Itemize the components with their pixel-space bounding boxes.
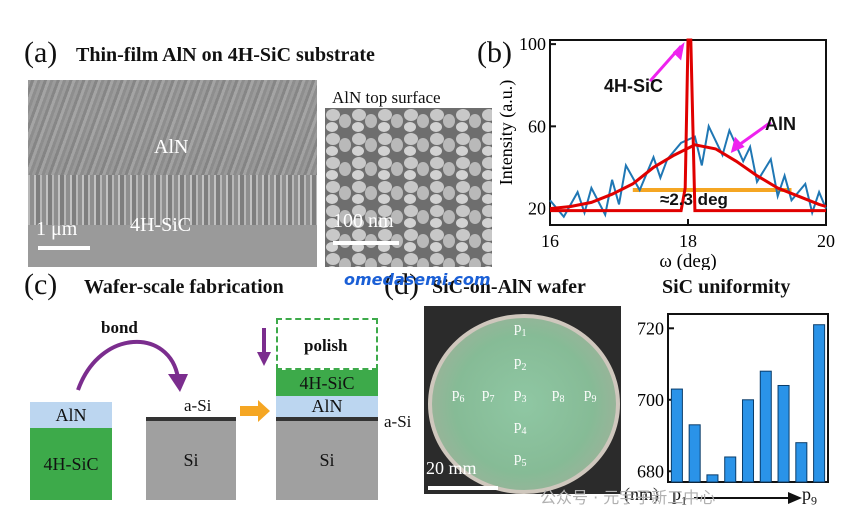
panel-c-title: Wafer-scale fabrication <box>84 276 284 298</box>
point-p9: p9 <box>584 386 597 405</box>
uniformity-bar-p3 <box>706 474 719 483</box>
surface-grains <box>325 108 492 267</box>
uniformity-bar-p1 <box>670 388 683 483</box>
uniformity-bar-p6 <box>759 370 772 483</box>
x-tick-label: 18 <box>679 231 697 251</box>
xrd-rocking-curve-chart: 16 18 20 20 60 100 ω (deg) Intensity (a.u.) <box>496 34 835 270</box>
uniformity-bar-p8 <box>795 442 808 483</box>
asi-label-right: a-Si <box>384 412 412 431</box>
uniformity-y-tick-label: 700 <box>637 390 664 410</box>
sic-arrow-head <box>672 42 685 61</box>
sem-cross-section-image: AlN 4H-SiC 1 μm <box>28 80 317 267</box>
point-p8: p8 <box>552 386 565 405</box>
y-tick-label: 100 <box>519 34 546 54</box>
point-p1: p1 <box>514 320 527 339</box>
layer-asi-middle <box>146 417 236 421</box>
point-p3: p3 <box>514 386 527 405</box>
surface-scale-label: 100 nm <box>333 210 394 232</box>
aln-surface-image: 100 nm <box>325 108 492 267</box>
sem-label-aln: AlN <box>154 136 189 158</box>
layer-aln-right: AlN <box>276 396 378 417</box>
sem-label-sic: 4H-SiC <box>130 214 192 236</box>
aln-arrow <box>735 121 772 149</box>
bond-label: bond <box>101 318 138 337</box>
panel-d-label: (d) <box>384 268 419 301</box>
x-tick-label: 20 <box>817 231 835 251</box>
watermark-url: omedasemi.com <box>344 270 491 289</box>
panel-c-label: (c) <box>24 268 58 301</box>
sem-scale-label: 1 μm <box>36 218 78 240</box>
panel-a-label: (a) <box>24 36 58 69</box>
uniformity-bar-p4 <box>724 456 737 483</box>
footer-watermark: 公众号 · 元宇子新工中心 <box>540 488 716 507</box>
uniformity-x-end: p9 <box>802 484 817 508</box>
y-tick-label: 60 <box>528 116 546 136</box>
aln-arrow-head <box>730 136 745 154</box>
polish-region <box>276 318 378 370</box>
uniformity-x-arrow <box>694 492 802 504</box>
inset-title: AlN top surface <box>332 88 441 107</box>
y-tick-label: 20 <box>528 199 546 219</box>
polish-label: polish <box>304 336 348 355</box>
layer-asi-right <box>276 417 378 421</box>
wafer-disc <box>428 314 620 494</box>
y-axis-label: Intensity (a.u.) <box>496 80 517 185</box>
uniformity-unit: (nm) <box>624 484 659 504</box>
bond-arrow <box>76 340 188 392</box>
sic-peak-series <box>550 38 826 213</box>
uniformity-bar-p5 <box>741 399 755 483</box>
layer-sic-right: 4H-SiC <box>276 370 378 396</box>
aln-fit-series <box>549 143 827 211</box>
point-p2: p2 <box>514 354 527 373</box>
panel-a-title: Thin-film AlN on 4H-SiC substrate <box>76 44 375 66</box>
point-p6: p6 <box>452 386 465 405</box>
wafer-photo: 20 mm <box>424 306 621 494</box>
uniformity-bar-p9 <box>813 324 826 483</box>
uniformity-x-start: p1 <box>672 484 687 508</box>
layer-sic-left: 4H-SiC <box>30 428 112 500</box>
wafer-scale-label: 20 mm <box>426 458 477 478</box>
x-axis-label: ω (deg) <box>659 251 716 270</box>
process-arrow-icon <box>240 400 270 422</box>
fwhm-label: ≈2.3 deg <box>660 190 728 209</box>
point-p5: p5 <box>514 450 527 469</box>
surface-scale-bar <box>333 241 399 245</box>
uniformity-y-tick-label: 680 <box>637 461 664 481</box>
uniformity-y-tick-label: 720 <box>637 318 664 338</box>
annotation-aln: AlN <box>765 114 796 134</box>
layer-aln-left: AlN <box>30 402 112 428</box>
wafer-scale-bar <box>428 486 498 490</box>
x-tick-label: 16 <box>541 231 559 251</box>
uniformity-bar-p2 <box>688 424 701 483</box>
uniformity-title: SiC uniformity <box>662 276 791 298</box>
polish-down-arrow <box>257 328 271 366</box>
uniformity-bar-chart: 680 700 720 <box>637 313 829 483</box>
point-p4: p4 <box>514 418 527 437</box>
layer-si-right: Si <box>276 421 378 500</box>
sem-scale-bar <box>38 246 90 250</box>
point-p7: p7 <box>482 386 495 405</box>
panel-b-label: (b) <box>477 36 512 69</box>
layer-si-middle: Si <box>146 421 236 500</box>
panel-d-title: SiC-on-AlN wafer <box>432 276 586 298</box>
asi-label-middle: a-Si <box>184 396 212 415</box>
annotation-sic: 4H-SiC <box>604 76 664 96</box>
uniformity-bar-p7 <box>777 384 790 483</box>
